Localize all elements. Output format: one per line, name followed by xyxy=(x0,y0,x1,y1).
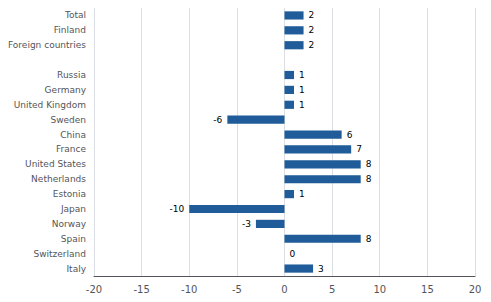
svg-text:-10: -10 xyxy=(181,284,197,295)
svg-text:Spain: Spain xyxy=(61,234,86,244)
svg-text:0: 0 xyxy=(289,249,295,259)
svg-text:United States: United States xyxy=(25,159,86,169)
svg-text:1: 1 xyxy=(299,85,305,95)
svg-text:2: 2 xyxy=(309,10,315,20)
svg-text:Finland: Finland xyxy=(54,25,86,35)
svg-text:-3: -3 xyxy=(242,219,251,229)
svg-text:20: 20 xyxy=(469,284,482,295)
svg-text:10: 10 xyxy=(373,284,386,295)
svg-text:8: 8 xyxy=(366,234,372,244)
svg-text:Germany: Germany xyxy=(45,85,87,95)
svg-text:3: 3 xyxy=(318,264,324,274)
svg-text:-15: -15 xyxy=(133,284,149,295)
svg-text:-20: -20 xyxy=(86,284,102,295)
svg-text:1: 1 xyxy=(299,189,305,199)
svg-text:France: France xyxy=(56,144,86,154)
svg-text:-5: -5 xyxy=(232,284,242,295)
svg-text:Sweden: Sweden xyxy=(50,115,86,125)
svg-text:Total: Total xyxy=(64,10,86,20)
svg-text:Norway: Norway xyxy=(52,219,87,229)
svg-text:Foreign countries: Foreign countries xyxy=(8,40,86,50)
svg-text:Netherlands: Netherlands xyxy=(31,174,86,184)
svg-text:China: China xyxy=(60,130,86,140)
svg-text:8: 8 xyxy=(366,159,372,169)
svg-text:Italy: Italy xyxy=(66,264,86,274)
svg-text:Russia: Russia xyxy=(57,70,86,80)
svg-text:Japan: Japan xyxy=(60,204,86,214)
svg-text:Switzerland: Switzerland xyxy=(33,249,86,259)
svg-text:6: 6 xyxy=(347,130,353,140)
svg-text:15: 15 xyxy=(421,284,434,295)
svg-text:5: 5 xyxy=(329,284,335,295)
svg-text:Estonia: Estonia xyxy=(53,189,86,199)
svg-text:-10: -10 xyxy=(170,204,185,214)
svg-text:2: 2 xyxy=(309,25,315,35)
svg-text:8: 8 xyxy=(366,174,372,184)
svg-text:7: 7 xyxy=(356,144,362,154)
svg-text:1: 1 xyxy=(299,100,305,110)
svg-text:United Kingdom: United Kingdom xyxy=(14,100,86,110)
svg-text:-6: -6 xyxy=(213,115,222,125)
svg-text:0: 0 xyxy=(281,284,287,295)
svg-text:2: 2 xyxy=(309,40,315,50)
svg-text:1: 1 xyxy=(299,70,305,80)
